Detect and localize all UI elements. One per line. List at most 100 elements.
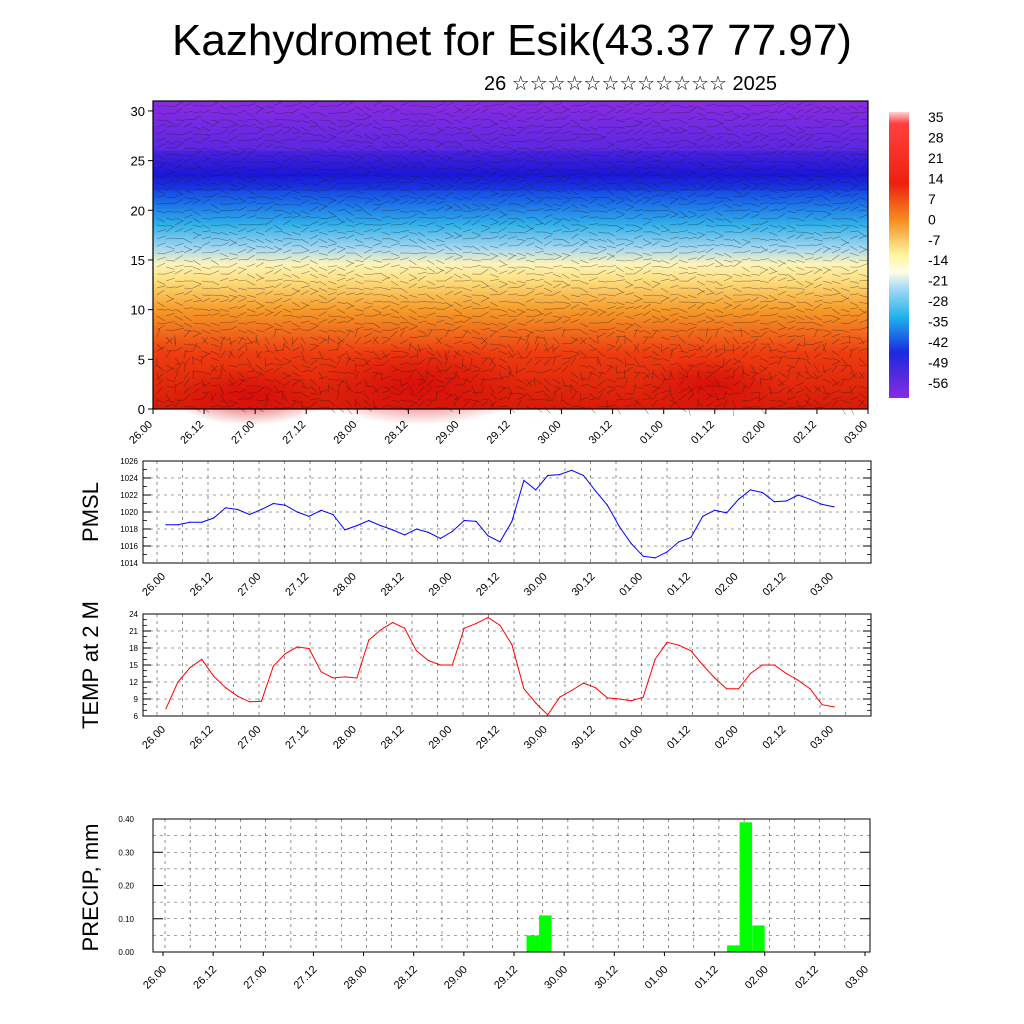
wind-barb xyxy=(354,280,364,285)
wind-barb xyxy=(687,210,697,215)
wind-barb xyxy=(255,287,265,290)
wind-barb xyxy=(597,332,607,338)
wind-barb xyxy=(624,217,635,219)
wind-barb xyxy=(246,210,257,212)
wind-barb xyxy=(336,277,346,282)
wind-barb xyxy=(759,287,770,289)
wind-barb xyxy=(633,193,643,198)
heatmap-y-tick-label: 25 xyxy=(131,154,145,169)
wind-barb xyxy=(840,364,851,366)
wind-barb xyxy=(228,364,238,368)
wind-barb xyxy=(543,136,553,142)
wind-barb xyxy=(714,328,720,338)
wind-barb xyxy=(281,391,284,401)
wind-barb xyxy=(822,343,827,353)
wind-barb xyxy=(534,292,544,296)
wind-barb xyxy=(417,371,425,379)
temp-data-point xyxy=(487,616,489,619)
wind-barb xyxy=(723,185,732,191)
wind-barb xyxy=(768,147,778,151)
heatmap-x-tick-label: 01.12 xyxy=(689,419,717,447)
wind-barb xyxy=(309,273,319,279)
wind-barb xyxy=(156,399,166,404)
temp-data-point xyxy=(332,677,334,679)
wind-barb xyxy=(174,107,183,114)
wind-barb xyxy=(273,210,284,212)
wind-barb xyxy=(408,104,419,107)
wind-barb xyxy=(525,104,535,107)
wind-barb xyxy=(570,371,579,378)
wind-barb xyxy=(696,175,706,179)
wind-barb xyxy=(570,279,581,282)
wind-barb xyxy=(579,210,589,214)
colorbar-label: -21 xyxy=(928,273,948,289)
wind-barb xyxy=(174,237,185,240)
wind-barb xyxy=(597,350,606,358)
wind-barb xyxy=(318,357,328,361)
precip-x-tick-label: 03.00 xyxy=(843,964,871,992)
wind-barb xyxy=(804,103,814,107)
wind-barb xyxy=(633,371,643,374)
wind-barb xyxy=(687,294,697,299)
wind-barb xyxy=(381,376,391,380)
wind-barb xyxy=(300,249,310,254)
wind-barb xyxy=(722,357,725,367)
wind-barb xyxy=(165,399,175,403)
wind-barb xyxy=(435,294,444,300)
wind-barb xyxy=(615,164,625,170)
wind-barb xyxy=(498,168,507,175)
wind-barb xyxy=(309,259,319,265)
wind-barb xyxy=(543,126,554,128)
wind-barb xyxy=(453,224,462,230)
wind-barb xyxy=(291,371,301,377)
wind-barb xyxy=(462,168,472,172)
wind-barb xyxy=(660,364,667,373)
temp-data-point xyxy=(296,646,298,648)
wind-barb xyxy=(174,101,184,107)
wind-barb xyxy=(381,336,391,339)
wind-barb xyxy=(570,350,580,354)
wind-barb xyxy=(165,202,175,205)
wind-barb xyxy=(399,280,409,284)
wind-barb xyxy=(804,161,814,165)
wind-barb xyxy=(156,203,167,205)
wind-barb xyxy=(435,224,445,229)
wind-barb xyxy=(345,234,355,240)
wind-barb xyxy=(165,245,175,250)
wind-barb xyxy=(426,307,436,310)
wind-barb xyxy=(426,357,433,366)
wind-barb xyxy=(525,124,535,128)
wind-barb xyxy=(615,147,625,152)
wind-barb xyxy=(642,258,652,261)
wind-barb xyxy=(237,236,247,240)
temp-data-point xyxy=(439,664,441,666)
wind-barb xyxy=(651,194,661,198)
wind-barb xyxy=(156,131,166,135)
wind-barb xyxy=(651,182,660,189)
wind-barb xyxy=(732,195,743,198)
wind-barb xyxy=(282,406,292,409)
wind-barb xyxy=(543,214,553,219)
wind-barb xyxy=(165,161,175,167)
wind-barb xyxy=(273,297,283,303)
wind-barb xyxy=(525,189,534,195)
wind-barb xyxy=(273,112,284,115)
wind-barb xyxy=(642,301,653,303)
temp-data-point xyxy=(821,704,823,706)
wind-barb xyxy=(228,390,238,394)
wind-barb xyxy=(453,336,464,339)
wind-barb xyxy=(840,129,850,135)
wind-barb xyxy=(390,280,399,287)
wind-barb xyxy=(525,159,535,163)
wind-barb xyxy=(381,140,390,147)
wind-barb xyxy=(408,294,418,298)
pmsl-x-tick-label: 30.12 xyxy=(570,571,598,599)
wind-barb xyxy=(561,231,572,233)
wind-barb xyxy=(471,265,481,268)
wind-barb xyxy=(372,301,383,303)
wind-barb xyxy=(696,220,705,226)
wind-barb xyxy=(318,258,328,261)
wind-barb xyxy=(417,293,427,296)
wind-barb xyxy=(489,217,499,223)
